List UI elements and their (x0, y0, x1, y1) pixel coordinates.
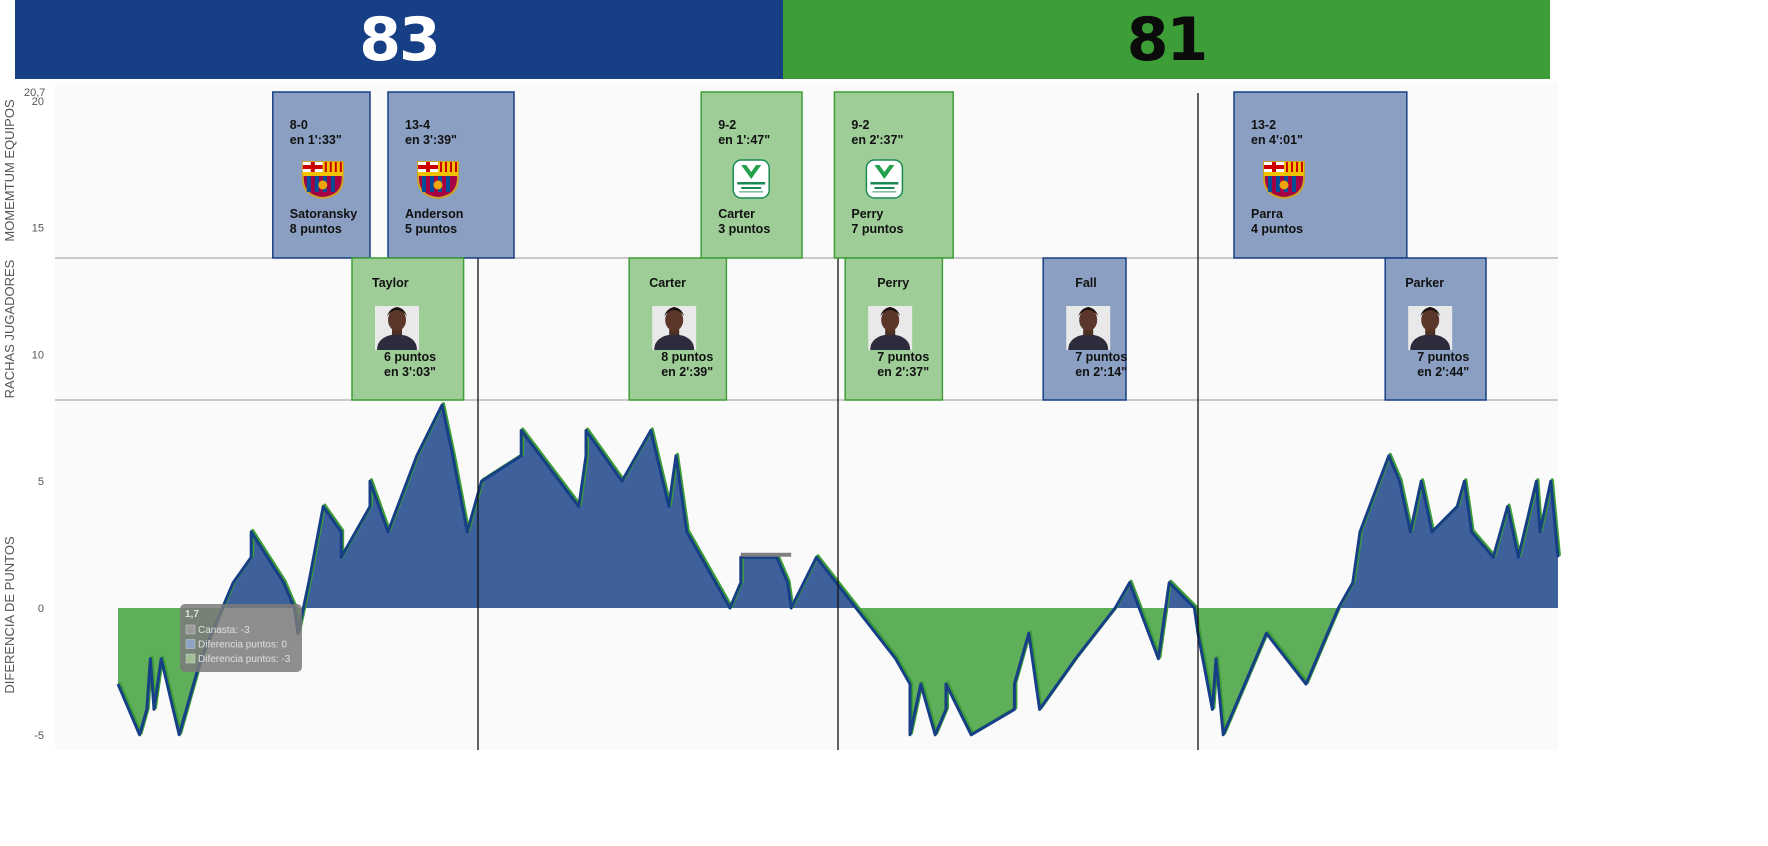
y-tick-label: 10 (32, 349, 44, 361)
player-run-name: Fall (1075, 276, 1097, 290)
tooltip-title: 1,7 (185, 609, 199, 620)
team-run-points: 8 puntos (290, 222, 342, 236)
team-run-score: 9-2 (718, 118, 736, 132)
player-run-points: 8 puntos (661, 350, 713, 364)
player-run-points: 7 puntos (877, 350, 929, 364)
away-score: 81 (1126, 4, 1208, 75)
tooltip-swatch (185, 639, 196, 649)
band-label-player-runs: RACHAS JUGADORES (2, 259, 17, 398)
player-run-points: 6 puntos (384, 350, 436, 364)
player-run-name: Parker (1405, 276, 1444, 290)
y-tick-label: 5 (38, 476, 44, 488)
team-run-score: 9-2 (851, 118, 869, 132)
tooltip-item: Diferencia puntos: -3 (198, 654, 291, 665)
diff-line-blue (116, 403, 1560, 737)
y-top-tick: 20,7 (24, 87, 45, 99)
team-run-points: 3 puntos (718, 222, 770, 236)
unicaja-logo-icon (732, 159, 770, 199)
momentum-chart[interactable]: 20,720 15 10 5 0 -5 MOMEMTUM EQUIPOS RACHAS JUG… (0, 0, 1568, 750)
y-tick-label: 15 (32, 223, 44, 235)
player-run-time: en 2':14" (1075, 365, 1127, 379)
tooltip-item: Canasta: -3 (198, 625, 250, 636)
team-run-score: 13-2 (1251, 118, 1276, 132)
team-run-player: Perry (851, 207, 883, 221)
player-run-name: Taylor (372, 276, 409, 290)
player-photo-icon (1066, 305, 1111, 350)
away-score-bar: 81 (783, 0, 1550, 79)
team-run-points: 4 puntos (1251, 222, 1303, 236)
diff-area-away (118, 607, 1339, 735)
team-run-player: Parra (1251, 207, 1284, 221)
fcb-crest-icon (301, 161, 344, 200)
y-tick-label: 20 (32, 96, 44, 108)
player-run-time: en 2':44" (1417, 365, 1469, 379)
team-run-time: en 2':37" (851, 133, 903, 147)
team-run-time: en 1':47" (718, 133, 770, 147)
player-photo-icon (375, 305, 419, 350)
y-tick-label: 0 (38, 603, 44, 615)
fcb-crest-icon (1263, 161, 1305, 200)
band-label-diff: DIFERENCIA DE PUNTOS (2, 536, 17, 694)
player-run-time: en 2':37" (877, 365, 929, 379)
player-photo-icon (1408, 305, 1453, 350)
band-label-team-runs: MOMEMTUM EQUIPOS (2, 99, 17, 242)
team-run-time: en 3':39" (405, 133, 457, 147)
player-run-name: Perry (877, 276, 909, 290)
player-photo-icon (652, 305, 697, 350)
tooltip-swatch (185, 624, 196, 635)
player-run-points: 7 puntos (1075, 350, 1127, 364)
player-photo-icon (868, 305, 913, 350)
chart-tooltip: 1,7 Canasta: -3 Diferencia puntos: 0 Difere… (180, 604, 302, 672)
player-run-name: Carter (649, 276, 686, 290)
y-tick-label: -5 (34, 730, 44, 742)
team-run-time: en 1':33" (290, 133, 342, 147)
team-run-player: Anderson (405, 207, 463, 221)
team-run-time: en 4':01" (1251, 133, 1303, 147)
team-run-points: 7 puntos (851, 222, 903, 236)
home-score-bar: 83 (15, 0, 783, 79)
team-run-points: 5 puntos (405, 222, 457, 236)
team-run-box (1233, 91, 1408, 259)
tooltip-item: Diferencia puntos: 0 (198, 640, 287, 651)
team-run-player: Carter (718, 207, 755, 221)
unicaja-logo-icon (865, 159, 904, 199)
team-run-player: Satoransky (290, 207, 357, 221)
fcb-crest-icon (417, 161, 459, 200)
tooltip-swatch (185, 653, 196, 664)
team-run-score: 13-4 (405, 118, 430, 132)
home-score: 83 (359, 4, 440, 75)
player-run-points: 7 puntos (1417, 350, 1469, 364)
team-run-score: 8-0 (290, 118, 308, 132)
tooltip-box (180, 604, 302, 672)
player-run-time: en 2':39" (661, 365, 713, 379)
player-run-time: en 3':03" (384, 365, 436, 379)
